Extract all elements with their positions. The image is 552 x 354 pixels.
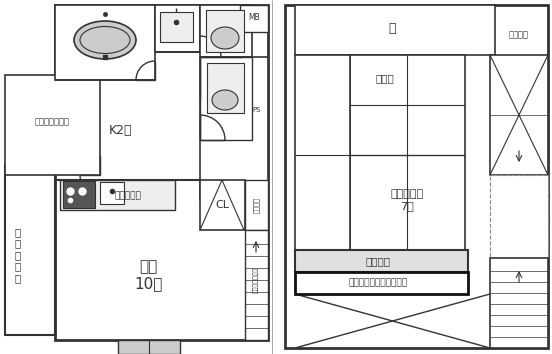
Text: CL: CL: [215, 200, 229, 210]
Bar: [295, 272, 468, 294]
Text: 棚板２段: 棚板２段: [509, 30, 529, 40]
Bar: [63, 181, 95, 208]
Bar: [55, 5, 155, 80]
Bar: [490, 258, 548, 348]
Bar: [285, 5, 548, 348]
Text: 洋室
10帖: 洋室 10帖: [134, 259, 162, 291]
Text: カウンター: カウンター: [115, 192, 141, 200]
Text: トランクルーム: トランクルーム: [34, 118, 70, 126]
Bar: [200, 5, 252, 57]
Text: アイアンブラケット本棚: アイアンブラケット本棚: [348, 279, 407, 287]
Bar: [100, 182, 124, 204]
Bar: [490, 175, 548, 258]
Text: K2帖: K2帖: [108, 124, 132, 137]
Bar: [55, 5, 268, 340]
Bar: [295, 5, 495, 55]
Bar: [295, 55, 350, 250]
Bar: [350, 55, 465, 250]
Text: バ
ル
コ
ニ
ー: バ ル コ ニ ー: [15, 227, 21, 283]
Text: MB: MB: [248, 13, 260, 23]
Bar: [245, 180, 268, 230]
Bar: [118, 340, 180, 354]
Bar: [5, 75, 100, 175]
Ellipse shape: [212, 90, 238, 110]
Text: ロフト部分
7帖: ロフト部分 7帖: [390, 189, 423, 211]
Bar: [206, 10, 244, 52]
Text: 棚: 棚: [388, 22, 396, 34]
Bar: [490, 55, 548, 175]
Bar: [207, 63, 244, 113]
Ellipse shape: [211, 27, 239, 49]
Text: テーブル: テーブル: [365, 256, 390, 266]
Bar: [200, 57, 268, 200]
Text: 玄関収納: 玄関収納: [253, 197, 259, 213]
Bar: [155, 5, 200, 52]
Bar: [240, 5, 268, 32]
Bar: [60, 180, 175, 210]
Ellipse shape: [80, 27, 130, 53]
Bar: [245, 230, 268, 340]
Bar: [295, 250, 468, 272]
Ellipse shape: [74, 21, 136, 59]
Bar: [160, 12, 193, 42]
Text: 琉球畳: 琉球畳: [375, 73, 394, 83]
Bar: [200, 57, 252, 140]
Text: 収納引出付階段: 収納引出付階段: [253, 267, 259, 293]
Text: PS: PS: [253, 107, 261, 113]
Bar: [200, 180, 245, 230]
Bar: [5, 165, 55, 335]
